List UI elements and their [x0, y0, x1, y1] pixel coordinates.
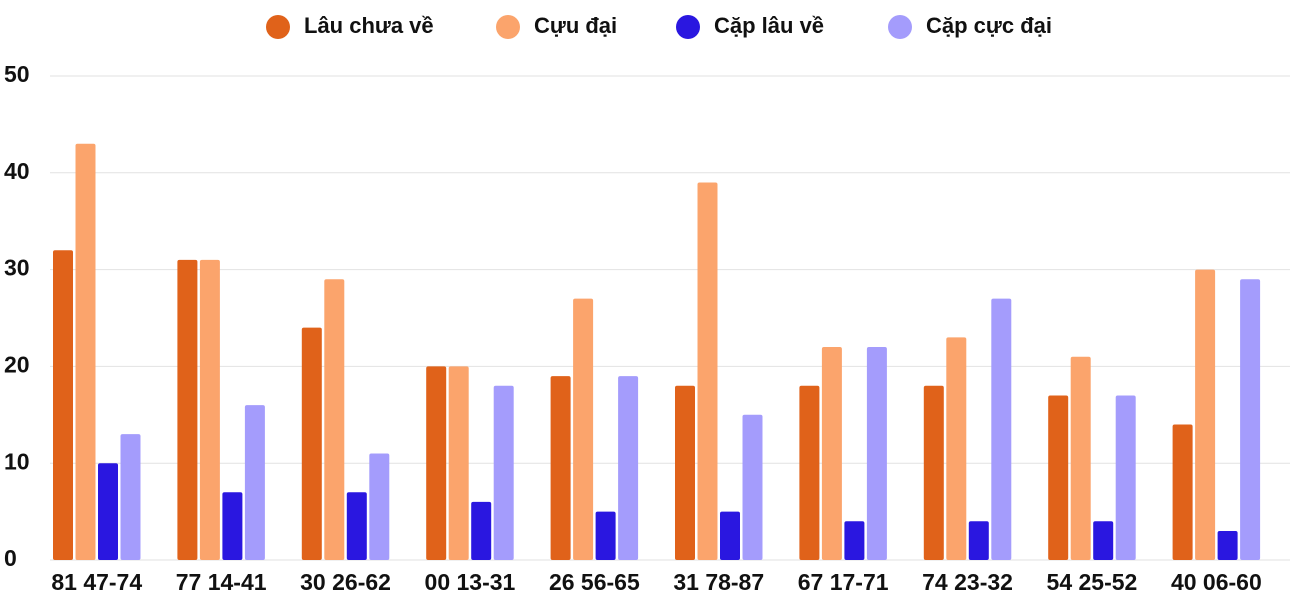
legend-marker	[676, 15, 700, 39]
bar	[697, 182, 718, 561]
legend-marker	[888, 15, 912, 39]
y-tick-label: 20	[4, 351, 30, 377]
bar	[120, 434, 141, 560]
y-tick-label: 0	[4, 545, 17, 571]
x-tick-label: 54 25-52	[1047, 569, 1138, 595]
legend-marker	[266, 15, 290, 39]
legend-label: Cặp lâu về	[714, 13, 824, 38]
x-tick-label: 00 13-31	[425, 569, 516, 595]
y-tick-label: 50	[4, 61, 30, 87]
bar	[1048, 395, 1069, 560]
bar	[448, 366, 469, 560]
bar	[98, 463, 118, 560]
legend-label: Lâu chưa về	[304, 13, 434, 38]
x-tick-label: 30 26-62	[300, 569, 391, 595]
bar	[1115, 395, 1136, 560]
bar	[991, 298, 1012, 560]
bar	[675, 385, 695, 560]
bar	[720, 511, 740, 560]
bar	[1093, 521, 1114, 560]
bar	[573, 298, 594, 560]
bar	[471, 501, 492, 560]
bar	[222, 492, 243, 560]
x-tick-label: 81 47-74	[51, 569, 142, 595]
bar	[346, 492, 367, 560]
bar	[844, 521, 865, 560]
bar	[493, 385, 514, 560]
bar	[1070, 356, 1091, 560]
bar	[618, 376, 639, 560]
bar	[324, 279, 345, 560]
x-tick-label: 26 56-65	[549, 569, 640, 595]
legend-marker	[496, 15, 520, 39]
bar	[244, 405, 265, 560]
bar	[742, 414, 763, 560]
legend-label: Cựu đại	[534, 13, 617, 38]
bar	[426, 366, 447, 560]
bar	[1240, 279, 1261, 560]
bar	[177, 259, 198, 560]
bar	[369, 453, 390, 560]
y-tick-label: 40	[4, 158, 30, 184]
bar	[550, 376, 571, 560]
x-tick-label: 31 78-87	[673, 569, 764, 595]
bar	[923, 385, 944, 560]
bar	[301, 327, 322, 560]
bar	[1195, 269, 1216, 560]
bar	[799, 385, 820, 560]
x-tick-label: 67 17-71	[798, 569, 889, 595]
y-tick-label: 10	[4, 448, 30, 474]
bar	[946, 337, 967, 560]
bar	[53, 250, 73, 561]
bar	[866, 347, 887, 560]
x-tick-label: 77 14-41	[176, 569, 267, 595]
bar	[968, 521, 989, 560]
bar	[1172, 424, 1193, 560]
x-tick-label: 40 06-60	[1171, 569, 1262, 595]
bar	[595, 511, 616, 560]
bar	[75, 143, 96, 560]
bar	[199, 259, 220, 560]
y-tick-label: 30	[4, 255, 30, 281]
x-tick-label: 74 23-32	[922, 569, 1013, 595]
bar	[1217, 530, 1238, 560]
bar	[821, 347, 842, 560]
legend-label: Cặp cực đại	[926, 13, 1052, 38]
